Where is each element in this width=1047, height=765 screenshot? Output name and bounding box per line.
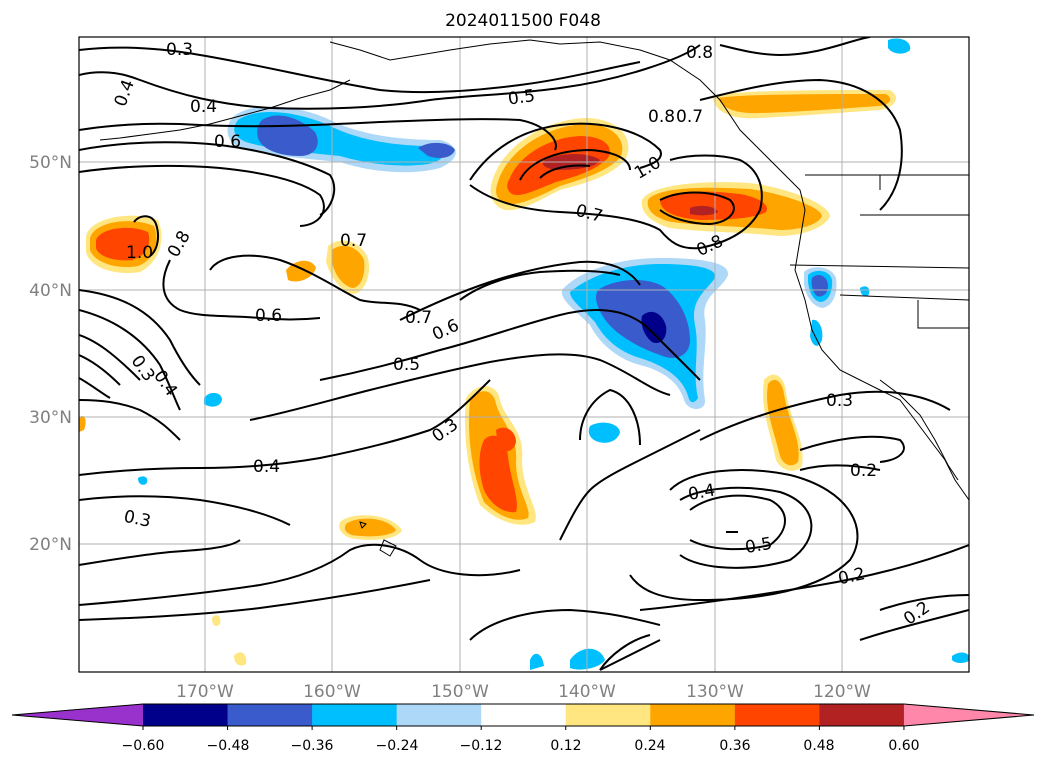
colorbar-segment — [565, 704, 651, 726]
contour-label: 0.7 — [340, 231, 367, 251]
lat-label: 20°N — [29, 535, 72, 555]
map-frame — [78, 36, 970, 673]
colorbar-segment — [481, 704, 567, 726]
contour-label: 0.8 — [648, 107, 675, 127]
map-area: 0.3 0.4 0.4 0.6 0.5 0.8 0.8 0.7 1.0 0.7 … — [79, 37, 969, 672]
coastlines — [99, 39, 969, 557]
colorbar-extend-low — [12, 704, 143, 726]
colorbar-tick-label: 0.12 — [550, 738, 581, 754]
contour-label: 0.2 — [850, 461, 877, 481]
lon-label: 140°W — [558, 682, 616, 702]
contour-label: 0.4 — [687, 481, 717, 505]
contour-label: 0.6 — [255, 306, 282, 326]
colorbar-tick-label: 0.36 — [719, 738, 750, 754]
colorbar-tick-label: −0.24 — [376, 738, 419, 754]
contour-label: 0.7 — [676, 107, 703, 127]
lon-label: 170°W — [176, 682, 234, 702]
colorbar — [11, 703, 1035, 730]
colorbar-segment — [312, 704, 398, 726]
lon-label: 120°W — [813, 682, 871, 702]
contour-label: 0.5 — [393, 355, 420, 375]
colorbar-segment — [734, 704, 820, 726]
contour-label: 0.8 — [686, 43, 713, 63]
contour-label: 0.4 — [253, 457, 280, 477]
colorbar-tick-label: 0.48 — [803, 738, 834, 754]
colorbar-tick-label: −0.12 — [460, 738, 503, 754]
contour-label: 0.5 — [507, 86, 537, 110]
contour-label: 0.3 — [826, 391, 853, 411]
lon-label: 160°W — [303, 682, 361, 702]
lat-label: 50°N — [29, 153, 72, 173]
contour-lines — [79, 37, 969, 671]
contour-label: 0.3 — [166, 40, 193, 60]
colorbar-tick-label: −0.48 — [207, 738, 250, 754]
aleutian-islands — [99, 79, 351, 141]
lat-label: 40°N — [29, 281, 72, 301]
colorbar-segment — [650, 704, 736, 726]
alaska-coast — [329, 39, 806, 211]
map-title: 2024011500 F048 — [445, 11, 601, 31]
colorbar-ticks: −0.60 −0.48 −0.36 −0.24 −0.12 0.12 0.24 … — [122, 738, 920, 754]
lat-label: 30°N — [29, 408, 72, 428]
contour-label: 0.4 — [190, 97, 217, 117]
contour-label: 1.0 — [126, 243, 153, 263]
contour-label: 0.7 — [405, 308, 432, 328]
colorbar-tick-label: −0.60 — [122, 738, 165, 754]
contour-label: 0.5 — [744, 534, 774, 558]
north-america-west-coast — [794, 209, 969, 501]
colorbar-segment — [396, 704, 482, 726]
colorbar-tick-label: −0.36 — [291, 738, 334, 754]
latitude-labels: 50°N 40°N 30°N 20°N — [29, 153, 72, 555]
hawaii-islands — [359, 521, 397, 557]
state-borders — [789, 174, 969, 329]
colorbar-tick-label: 0.60 — [888, 738, 919, 754]
colorbar-extend-high — [903, 704, 1034, 726]
colorbar-segment — [819, 704, 905, 726]
lon-label: 130°W — [686, 682, 744, 702]
lon-label: 150°W — [431, 682, 489, 702]
longitude-labels: 170°W 160°W 150°W 140°W 130°W 120°W — [176, 682, 871, 702]
colorbar-segment — [227, 704, 313, 726]
colorbar-segment — [143, 704, 229, 726]
grid-lines — [79, 37, 969, 672]
colorbar-tick-label: 0.24 — [634, 738, 665, 754]
contour-label: 0.6 — [214, 132, 241, 152]
